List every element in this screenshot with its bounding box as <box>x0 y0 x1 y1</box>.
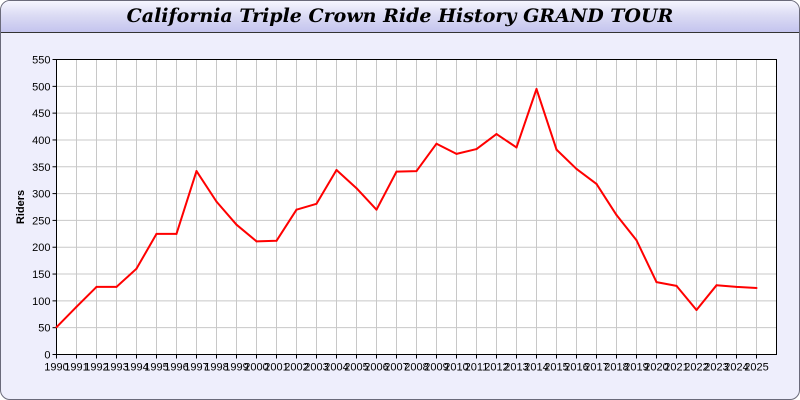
data-point <box>155 232 158 235</box>
x-tick-label: 2000 <box>244 362 268 374</box>
x-tick-label: 2015 <box>544 362 568 374</box>
x-tick-label: 1998 <box>204 362 228 374</box>
data-point <box>95 285 98 288</box>
x-tick-label: 2013 <box>504 362 528 374</box>
y-tick-label: 150 <box>32 269 50 281</box>
y-axis-label: Riders <box>15 190 27 224</box>
x-tick-label: 2001 <box>264 362 288 374</box>
x-tick-label: 2010 <box>444 362 468 374</box>
data-point <box>235 223 238 226</box>
x-tick-label: 2023 <box>704 362 728 374</box>
data-point <box>55 326 58 329</box>
data-point <box>595 182 598 185</box>
x-tick-label: 2006 <box>364 362 388 374</box>
data-point <box>435 142 438 145</box>
y-tick-label: 500 <box>32 81 50 93</box>
x-tick-label: 2022 <box>684 362 708 374</box>
data-point <box>215 200 218 203</box>
data-point <box>335 168 338 171</box>
y-tick-label: 0 <box>44 350 50 362</box>
x-tick-label: 1992 <box>84 362 108 374</box>
data-point <box>555 148 558 151</box>
data-point <box>415 170 418 173</box>
data-point <box>715 284 718 287</box>
series-line <box>55 88 757 328</box>
x-tick-label: 1993 <box>104 362 128 374</box>
x-tick-label: 2021 <box>664 362 688 374</box>
x-tick-label: 2005 <box>344 362 368 374</box>
title-bar: California Triple Crown Ride History GRA… <box>1 1 799 33</box>
x-tick-label: 2018 <box>604 362 628 374</box>
y-tick-label: 250 <box>32 215 50 227</box>
data-point <box>175 232 178 235</box>
x-tick-label: 2002 <box>284 362 308 374</box>
y-tick-label: 400 <box>32 135 50 147</box>
data-point <box>495 133 498 136</box>
x-tick-label: 2004 <box>324 362 348 374</box>
y-tick-label: 450 <box>32 108 50 120</box>
data-point <box>275 239 278 242</box>
x-tick-label: 2025 <box>744 362 768 374</box>
data-point <box>195 170 198 173</box>
x-tick-label: 2017 <box>584 362 608 374</box>
data-point <box>695 308 698 311</box>
x-tick-label: 2020 <box>644 362 668 374</box>
x-tick-label: 1996 <box>164 362 188 374</box>
x-tick-label: 2009 <box>424 362 448 374</box>
data-point <box>255 240 258 243</box>
chart-title: California Triple Crown Ride History GRA… <box>126 5 674 27</box>
data-point <box>575 167 578 170</box>
data-point <box>375 208 378 211</box>
x-tick-label: 2014 <box>524 362 548 374</box>
x-tick-label: 1999 <box>224 362 248 374</box>
data-point <box>75 305 78 308</box>
data-point <box>515 146 518 149</box>
data-point <box>355 187 358 190</box>
x-tick-label: 1995 <box>144 362 168 374</box>
data-point <box>115 285 118 288</box>
data-point <box>655 281 658 284</box>
x-tick-label: 2024 <box>724 362 748 374</box>
data-point <box>635 239 638 242</box>
data-point <box>475 148 478 151</box>
x-tick-label: 2016 <box>564 362 588 374</box>
data-point <box>315 202 318 205</box>
data-point <box>615 214 618 217</box>
y-tick-label: 50 <box>38 323 50 335</box>
y-tick-label: 200 <box>32 242 50 254</box>
x-tick-label: 2003 <box>304 362 328 374</box>
y-tick-label: 350 <box>32 162 50 174</box>
y-tick-label: 300 <box>32 189 50 201</box>
x-tick-label: 2007 <box>384 362 408 374</box>
data-point <box>755 286 758 289</box>
x-tick-label: 1994 <box>124 362 148 374</box>
x-tick-label: 2012 <box>484 362 508 374</box>
data-point <box>735 285 738 288</box>
data-point <box>535 88 538 90</box>
data-point <box>135 267 138 270</box>
x-tick-label: 1997 <box>184 362 208 374</box>
plot-border <box>56 59 777 355</box>
x-tick-label: 1990 <box>44 362 68 374</box>
y-tick-label: 550 <box>32 55 50 67</box>
x-tick-label: 2008 <box>404 362 428 374</box>
x-tick-label: 2019 <box>624 362 648 374</box>
data-point <box>395 170 398 173</box>
y-tick-label: 100 <box>32 296 50 308</box>
data-point <box>675 284 678 287</box>
data-point <box>295 208 298 211</box>
data-point <box>455 152 458 155</box>
x-tick-label: 2011 <box>465 362 489 374</box>
x-tick-label: 1991 <box>64 362 88 374</box>
